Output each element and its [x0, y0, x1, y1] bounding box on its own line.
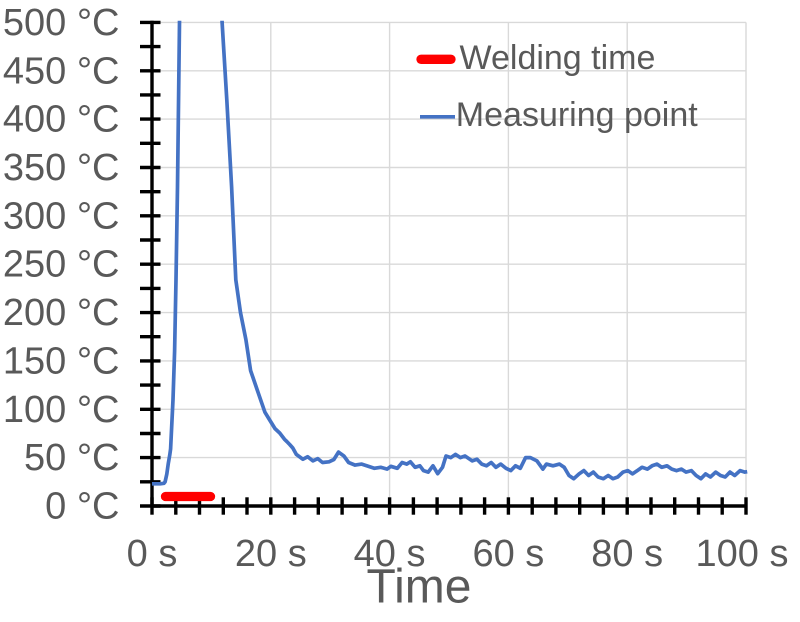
- svg-text:150 °C: 150 °C: [3, 340, 120, 382]
- svg-text:Measuring point: Measuring point: [456, 96, 698, 134]
- svg-text:300 °C: 300 °C: [3, 195, 120, 237]
- svg-text:60 s: 60 s: [472, 533, 544, 575]
- svg-text:400 °C: 400 °C: [3, 99, 120, 141]
- svg-text:0 s: 0 s: [127, 533, 178, 575]
- svg-text:350 °C: 350 °C: [3, 147, 120, 189]
- svg-text:Time: Time: [367, 561, 472, 614]
- svg-text:100 °C: 100 °C: [3, 389, 120, 431]
- svg-text:250 °C: 250 °C: [3, 244, 120, 286]
- svg-text:20 s: 20 s: [235, 533, 307, 575]
- svg-text:50 °C: 50 °C: [24, 437, 119, 479]
- svg-text:500 °C: 500 °C: [3, 2, 120, 44]
- svg-text:Welding time: Welding time: [460, 39, 656, 77]
- svg-text:80 s: 80 s: [591, 533, 663, 575]
- svg-text:40 s: 40 s: [354, 533, 426, 575]
- svg-text:0 °C: 0 °C: [45, 486, 119, 528]
- svg-text:200 °C: 200 °C: [3, 292, 120, 334]
- svg-text:100 s: 100 s: [696, 533, 789, 575]
- svg-text:450 °C: 450 °C: [3, 50, 120, 92]
